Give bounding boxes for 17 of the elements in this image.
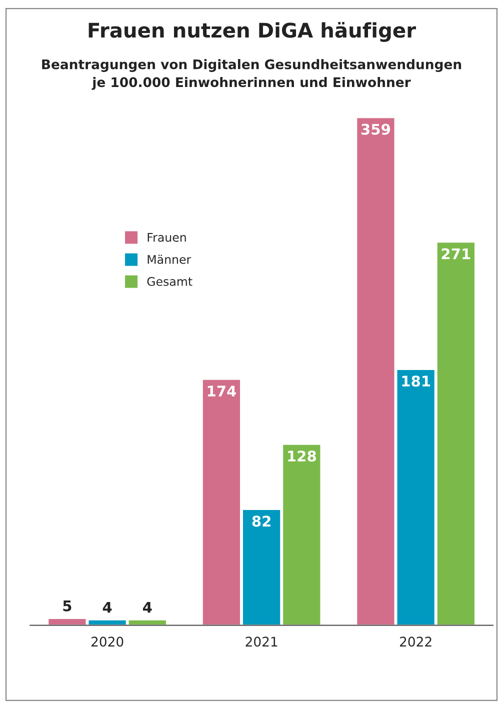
data-label: 174 [208,386,236,396]
legend-label: Gesamt [147,276,192,286]
x-tick-label: 2021 [246,636,278,647]
chart-title: Frauen nutzen DiGA häufiger [88,22,416,42]
legend-label: Männer [148,254,192,264]
data-label: 271 [442,248,470,260]
chart-subtitle: Beantragungen von Digitalen Gesundheitsanwendungen je 100.000 Einwohnerinnen und Einwohner [42,59,462,90]
data-label: 4 [142,602,152,613]
data-label: 359 [361,124,390,135]
data-label: 4 [102,602,112,613]
data-label: 128 [288,450,316,462]
data-label: 5 [63,600,72,612]
legend-label: Frauen [148,233,186,242]
data-label: 181 [402,376,430,387]
data-label: 82 [252,516,270,527]
x-tick-label: 2020 [91,636,124,647]
x-tick-label: 2022 [400,636,432,647]
